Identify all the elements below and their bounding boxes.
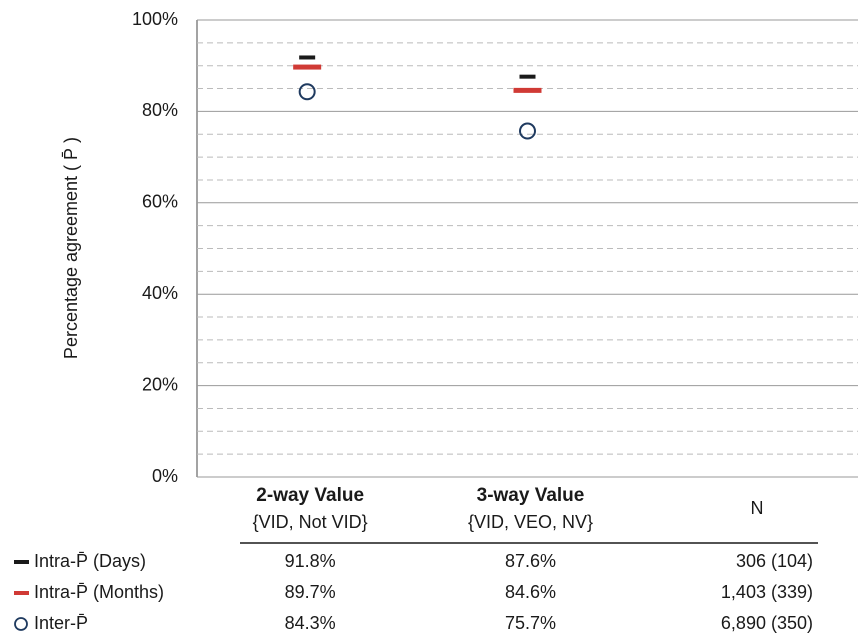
- y-tick-label: 60%: [142, 192, 178, 212]
- legend-label: Inter-P̄: [34, 613, 88, 633]
- legend-symbol: [14, 617, 28, 631]
- legend-label: Intra-P̄ (Months): [34, 582, 164, 602]
- category-subtitle: {VID, Not VID}: [253, 512, 368, 532]
- n-value: 6,890 (350): [721, 613, 813, 633]
- point: [519, 74, 536, 79]
- y-tick-label: 80%: [142, 100, 178, 120]
- category-subtitle: {VID, VEO, NV}: [468, 512, 593, 532]
- point: [298, 83, 316, 101]
- y-tick-label: 100%: [132, 9, 178, 29]
- value-label: 84.3%: [285, 613, 336, 633]
- y-tick-label: 0%: [152, 466, 178, 486]
- y-tick-label: 40%: [142, 283, 178, 303]
- value-label: 89.7%: [285, 582, 336, 602]
- point: [513, 87, 542, 93]
- value-label: 84.6%: [505, 582, 556, 602]
- y-axis-label: Percentage agreement ( P̄ ): [61, 137, 81, 359]
- point: [519, 122, 536, 140]
- category-label: 2-way Value: [256, 485, 364, 506]
- n-header: N: [751, 498, 764, 518]
- point: [293, 64, 322, 70]
- value-label: 75.7%: [505, 613, 556, 633]
- y-tick-label: 20%: [142, 374, 178, 394]
- legend-label: Intra-P̄ (Days): [34, 551, 146, 571]
- legend-symbol: [14, 591, 29, 595]
- value-label: 91.8%: [285, 551, 336, 571]
- n-value: 1,403 (339): [721, 582, 813, 602]
- n-value: 306 (104): [736, 551, 813, 571]
- value-label: 87.6%: [505, 551, 556, 571]
- category-label: 3-way Value: [477, 485, 585, 506]
- legend-symbol: [14, 560, 29, 564]
- point: [299, 55, 316, 60]
